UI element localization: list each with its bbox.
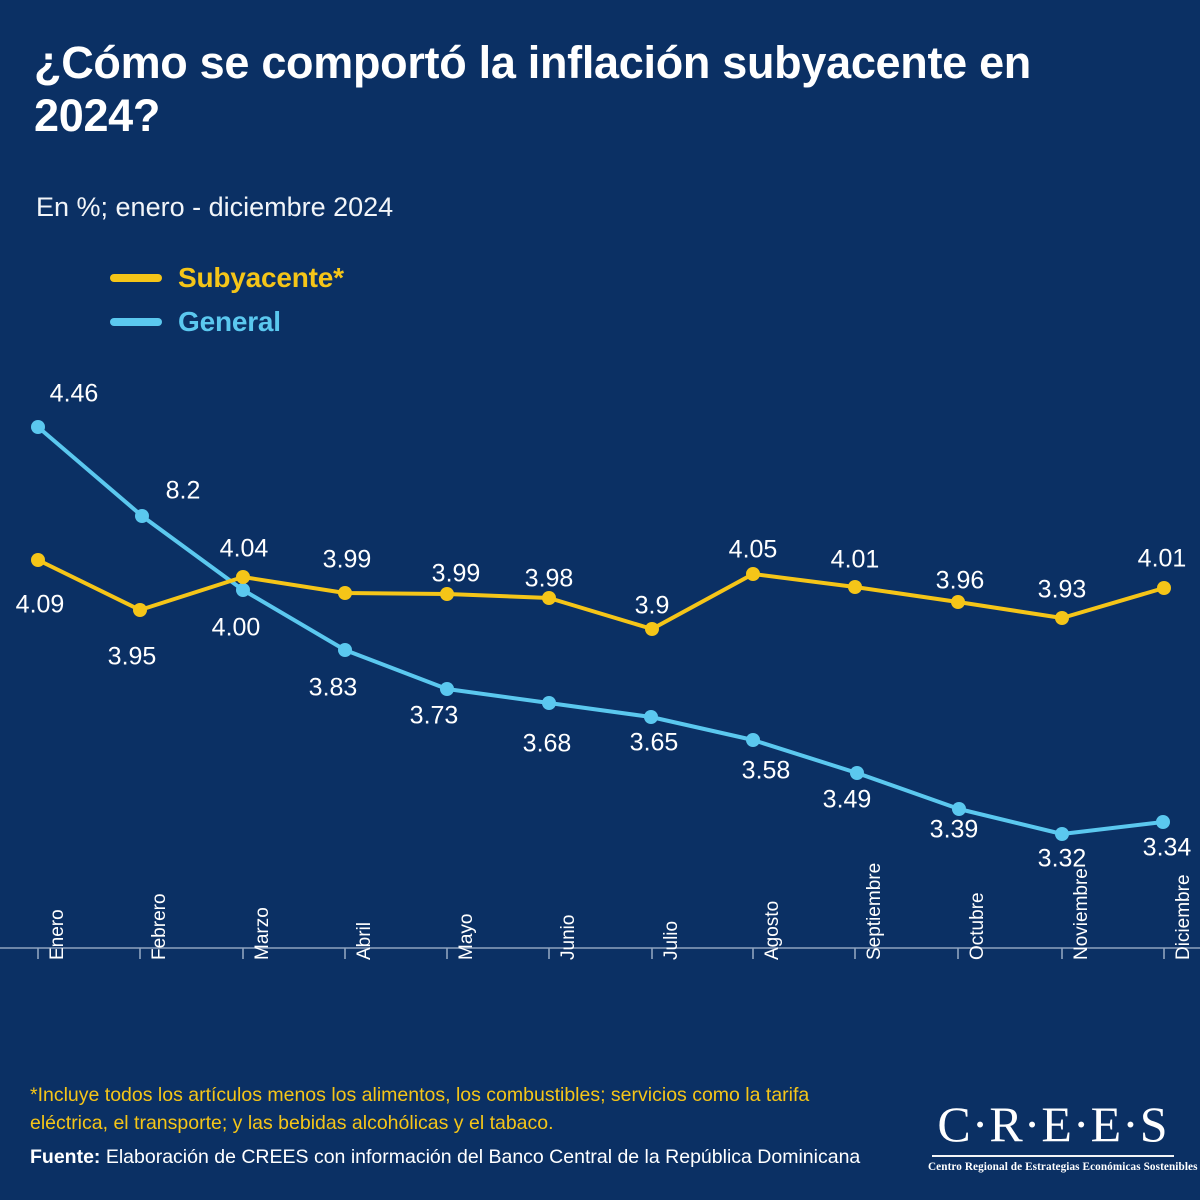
data-label-subyacente-diciembre: 4.01 <box>1137 544 1187 573</box>
data-point-subyacente-noviembre[interactable] <box>1055 611 1069 625</box>
x-axis-label-agosto: Agosto <box>762 900 783 960</box>
data-label-subyacente-octubre: 3.96 <box>935 566 985 595</box>
data-point-subyacente-marzo[interactable] <box>236 570 250 584</box>
data-label-general-junio: 3.68 <box>522 729 572 758</box>
data-point-subyacente-octubre[interactable] <box>951 595 965 609</box>
source-text: Elaboración de CREES con información del… <box>105 1146 861 1168</box>
legend-swatch-subyacente <box>110 274 162 282</box>
data-point-general-julio[interactable] <box>644 710 658 724</box>
data-label-general-marzo: 4.00 <box>211 613 261 642</box>
x-axis-label-marzo: Marzo <box>252 907 273 960</box>
legend-swatch-general <box>110 318 162 326</box>
data-label-general-diciembre: 3.34 <box>1142 833 1192 862</box>
data-label-subyacente-febrero: 3.95 <box>107 642 157 671</box>
data-label-general-abril: 3.83 <box>308 673 358 702</box>
data-point-subyacente-agosto[interactable] <box>746 567 760 581</box>
logo-divider <box>932 1154 1174 1157</box>
data-label-subyacente-junio: 3.98 <box>524 564 574 593</box>
x-axis-label-julio: Julio <box>661 920 682 960</box>
page-title: ¿Cómo se comportó la inflación subyacent… <box>34 37 1031 142</box>
chart-legend: Subyacente* General <box>110 256 344 344</box>
data-point-subyacente-enero[interactable] <box>31 553 45 567</box>
legend-item-subyacente[interactable]: Subyacente* <box>110 256 344 300</box>
data-label-general-agosto: 3.58 <box>741 756 791 785</box>
page-subtitle: En %; enero - diciembre 2024 <box>36 192 394 222</box>
logo-tagline: Centro Regional de Estrategias Económica… <box>928 1160 1198 1173</box>
data-label-subyacente-septiembre: 4.01 <box>830 545 880 574</box>
x-axis-label-junio: Junio <box>558 914 579 960</box>
x-axis-label-febrero: Febrero <box>149 893 170 960</box>
data-label-subyacente-agosto: 4.05 <box>728 535 778 564</box>
data-point-general-mayo[interactable] <box>440 682 454 696</box>
data-label-subyacente-mayo: 3.99 <box>431 559 481 588</box>
data-point-subyacente-mayo[interactable] <box>440 587 454 601</box>
data-point-subyacente-julio[interactable] <box>645 622 659 636</box>
data-label-general-septiembre: 3.49 <box>822 785 872 814</box>
x-axis-label-septiembre: Septiembre <box>864 862 885 960</box>
source-label: Fuente: <box>30 1146 101 1168</box>
data-point-general-febrero[interactable] <box>135 509 149 523</box>
data-point-subyacente-abril[interactable] <box>338 586 352 600</box>
data-point-subyacente-septiembre[interactable] <box>848 580 862 594</box>
data-label-subyacente-julio: 3.9 <box>634 591 670 620</box>
crees-logo: C·R·E·E·S Centro Regional de Estrategias… <box>928 1096 1198 1173</box>
x-axis-label-octubre: Octubre <box>967 892 988 960</box>
legend-item-general[interactable]: General <box>110 300 344 344</box>
series-line-subyacente <box>36 558 1166 631</box>
source-line: Fuente: Elaboración de CREES con informa… <box>30 1146 930 1169</box>
data-label-subyacente-marzo: 4.04 <box>219 534 269 563</box>
data-label-general-noviembre: 3.32 <box>1037 844 1087 873</box>
data-point-general-septiembre[interactable] <box>850 766 864 780</box>
data-label-subyacente-enero: 4.09 <box>15 590 65 619</box>
data-label-general-julio: 3.65 <box>629 728 679 757</box>
data-point-general-abril[interactable] <box>338 643 352 657</box>
data-label-general-mayo: 3.73 <box>409 701 459 730</box>
series-line-general <box>36 425 1165 836</box>
data-label-subyacente-abril: 3.99 <box>322 545 372 574</box>
data-point-subyacente-junio[interactable] <box>542 591 556 605</box>
data-point-general-junio[interactable] <box>542 696 556 710</box>
legend-label-subyacente: Subyacente* <box>178 262 344 293</box>
legend-label-general: General <box>178 306 281 337</box>
data-point-general-noviembre[interactable] <box>1055 827 1069 841</box>
data-point-general-enero[interactable] <box>31 420 45 434</box>
data-point-general-octubre[interactable] <box>952 802 966 816</box>
x-axis-label-enero: Enero <box>47 909 68 960</box>
data-label-general-febrero: 8.2 <box>165 476 201 505</box>
data-point-general-marzo[interactable] <box>236 583 250 597</box>
x-axis-label-mayo: Mayo <box>456 913 477 960</box>
data-point-subyacente-febrero[interactable] <box>133 603 147 617</box>
x-axis-label-diciembre: Diciembre <box>1173 874 1194 960</box>
logo-wordmark: C·R·E·E·S <box>937 1096 1169 1152</box>
footnote: *Incluye todos los artículos menos los a… <box>30 1084 810 1134</box>
data-point-general-diciembre[interactable] <box>1156 815 1170 829</box>
data-point-general-agosto[interactable] <box>746 733 760 747</box>
x-axis-label-abril: Abril <box>354 921 375 960</box>
data-point-subyacente-diciembre[interactable] <box>1157 581 1171 595</box>
data-label-subyacente-noviembre: 3.93 <box>1037 575 1087 604</box>
data-label-general-octubre: 3.39 <box>929 815 979 844</box>
data-label-general-enero: 4.46 <box>49 379 99 408</box>
x-axis-label-noviembre: Noviembre <box>1071 868 1092 960</box>
